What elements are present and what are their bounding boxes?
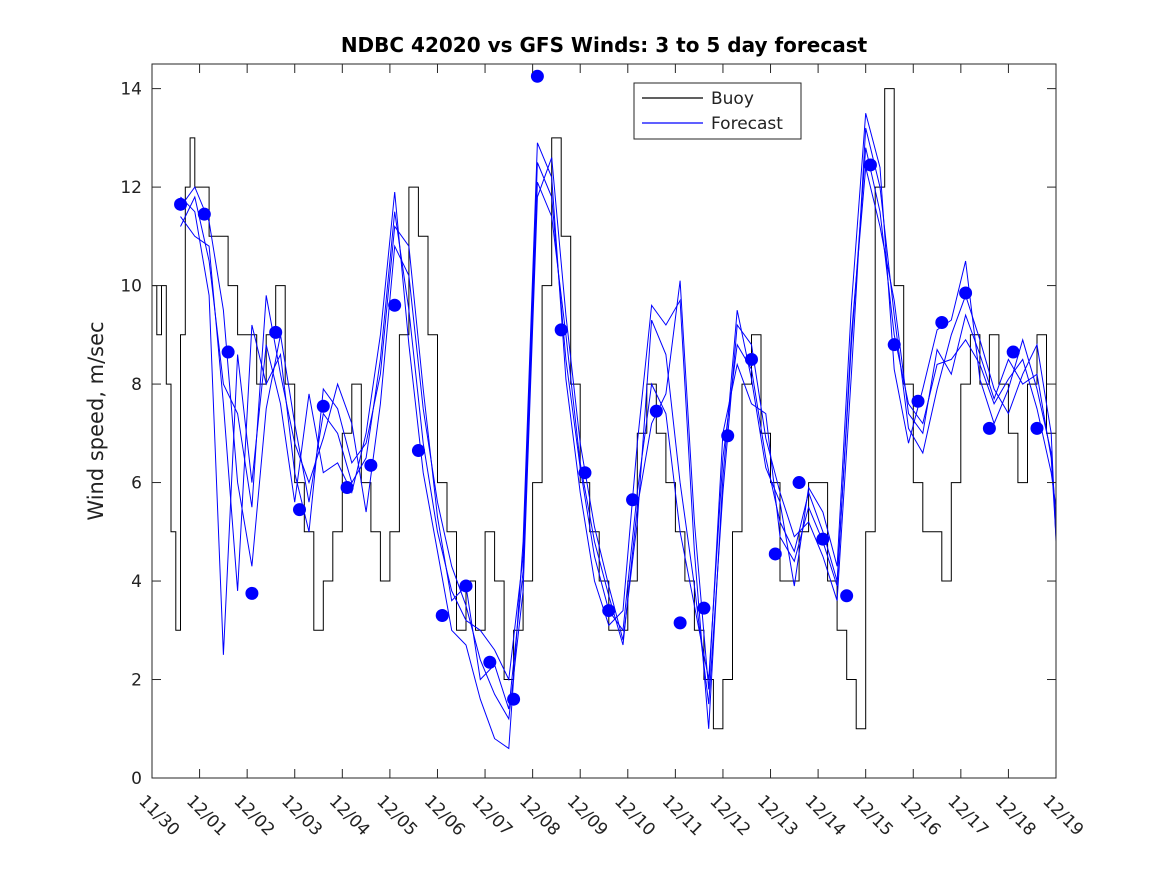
forecast-marker-group [174,69,1044,706]
y-tick-label: 2 [131,671,142,691]
forecast-marker [530,69,544,83]
forecast-line [180,167,1057,710]
forecast-marker [697,601,711,615]
forecast-marker [388,298,402,312]
forecast-marker [221,345,235,359]
forecast-marker [649,404,663,418]
forecast-marker [863,158,877,172]
forecast-marker [554,323,568,337]
forecast-marker [768,547,782,561]
legend: Buoy Forecast [633,82,802,140]
forecast-marker [935,316,949,330]
forecast-marker [411,444,425,458]
forecast-marker [174,197,188,211]
y-tick-label: 14 [120,80,142,100]
forecast-marker [507,692,521,706]
forecast-marker [316,399,330,413]
axes-background [152,64,1056,778]
y-axis: 0 2 4 6 8 10 12 14 [120,80,1056,789]
forecast-marker [269,325,283,339]
forecast-marker [364,458,378,472]
forecast-marker [1030,421,1044,435]
forecast-marker [840,589,854,603]
y-tick-label: 6 [131,474,142,494]
plot-area [151,63,1057,779]
forecast-marker [982,421,996,435]
forecast-marker [578,466,592,480]
legend-box [633,82,802,140]
legend-label-forecast: Forecast [711,114,783,134]
forecast-marker [483,655,497,669]
y-tick-label: 10 [120,277,142,297]
forecast-marker [792,476,806,490]
forecast-marker [1006,345,1020,359]
forecast-marker [459,579,473,593]
forecast-marker [340,480,354,494]
forecast-marker [292,503,306,517]
forecast-marker [197,207,211,221]
y-tick-label: 8 [131,375,142,395]
forecast-marker [673,616,687,630]
legend-label-buoy: Buoy [711,89,754,109]
forecast-marker [744,352,758,366]
forecast-marker [721,429,735,443]
forecast-line [180,127,1057,721]
forecast-marker [887,338,901,352]
forecast-marker [959,286,973,300]
axes-box [151,63,1057,779]
y-tick-label: 12 [120,178,142,198]
y-tick-label: 0 [131,769,142,789]
y-axis-label: Wind speed, m/sec [84,321,108,520]
forecast-marker [602,604,616,618]
forecast-marker [911,394,925,408]
forecast-marker [245,586,259,600]
y-tick-label: 4 [131,572,142,592]
forecast-marker [816,532,830,546]
forecast-marker [435,609,449,623]
chart-title: NDBC 42020 vs GFS Winds: 3 to 5 day fore… [341,33,868,57]
forecast-marker [626,493,640,507]
